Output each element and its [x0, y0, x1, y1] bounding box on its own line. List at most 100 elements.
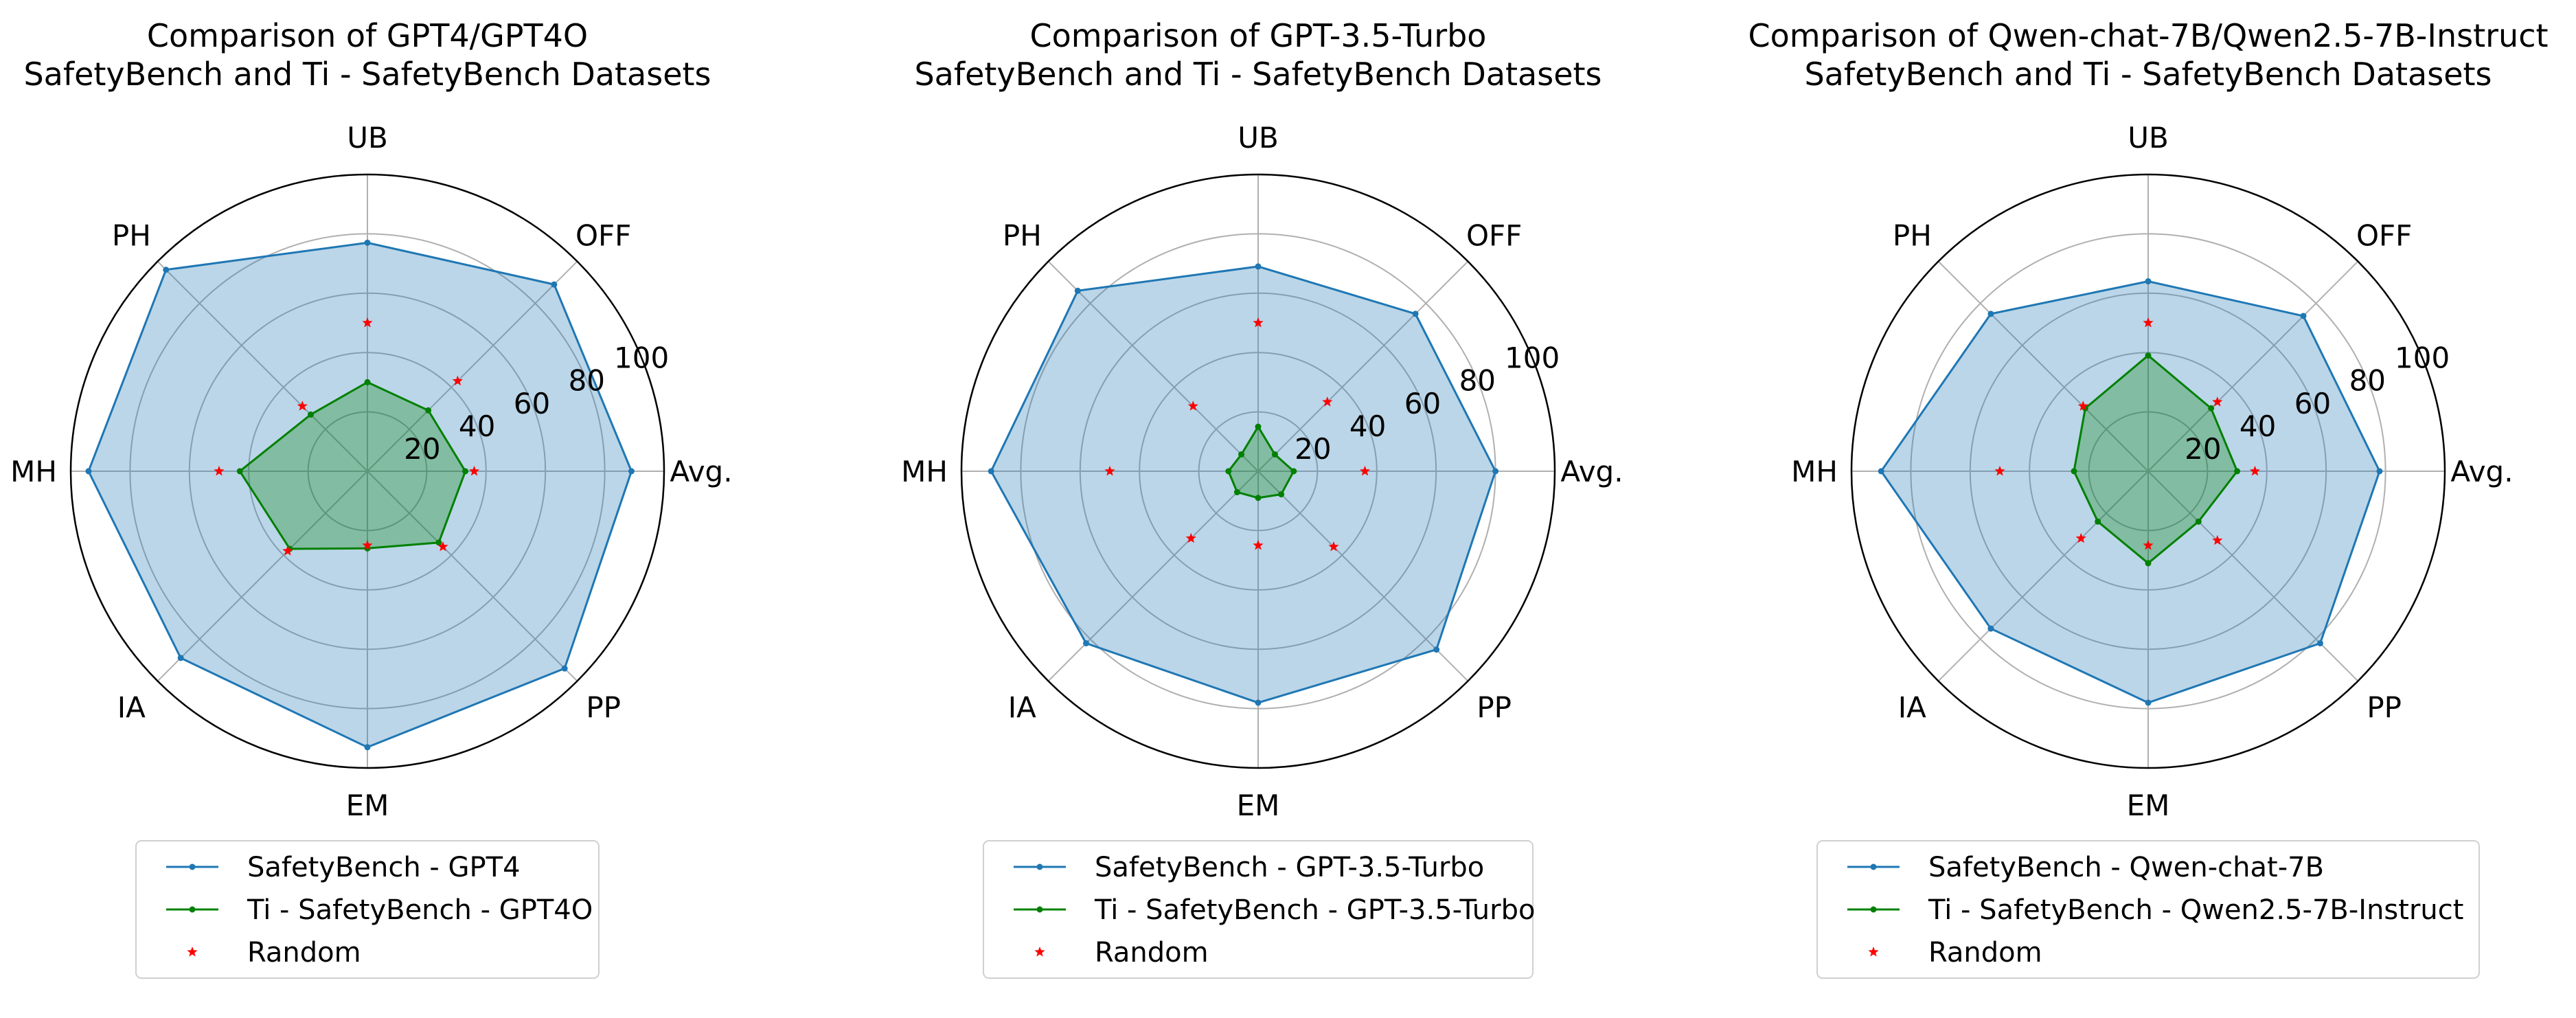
random-star-marker [282, 545, 293, 556]
random-star-marker [1104, 466, 1115, 476]
series-point [2145, 699, 2152, 706]
polar-frame [960, 173, 1556, 769]
legend-label: Random [247, 937, 361, 969]
random-star-marker [297, 400, 308, 411]
radial-tick-label: 80 [1459, 364, 1496, 398]
legend-label: Ti - SafetyBench - GPT4O [247, 894, 593, 926]
series-point [1278, 491, 1285, 498]
axis-spoke [367, 471, 578, 682]
axis-label: IA [1898, 691, 1926, 725]
series-point [364, 744, 371, 751]
chart-title: Comparison of GPT-3.5-Turbo [1030, 17, 1487, 54]
legend-point [1036, 906, 1043, 913]
polar-frame [69, 173, 665, 769]
series-point [2376, 468, 2383, 475]
random-star-marker [1328, 541, 1339, 552]
series-point [2234, 468, 2241, 475]
radial-tick-label: 80 [569, 364, 605, 398]
series-fill [88, 242, 632, 747]
series-point [435, 539, 442, 546]
radial-tick-label: 60 [514, 387, 550, 420]
legend-point [1036, 863, 1043, 870]
random-star-marker [1187, 400, 1198, 411]
chart-title: SafetyBench and Ti - SafetyBench Dataset… [914, 56, 1602, 93]
series-point [2095, 518, 2101, 525]
series-point [1878, 468, 1884, 475]
series-point [2300, 313, 2307, 319]
series-point [1433, 646, 1440, 653]
series-point [551, 281, 558, 288]
series-point [1987, 310, 1994, 317]
chart-title: Comparison of GPT4/GPT4O [147, 17, 588, 54]
series-point [1233, 489, 1240, 496]
axis-spoke [1937, 471, 2149, 682]
axis-label: MH [1791, 455, 1838, 488]
random-star-marker [1253, 317, 1264, 328]
axis-spoke [157, 260, 368, 472]
random-star-marker [1322, 396, 1333, 407]
radar-chart-3: Comparison of Qwen-chat-7B/Qwen2.5-7B-In… [1748, 17, 2549, 979]
series-point [2145, 352, 2152, 359]
legend-box [1816, 840, 2480, 979]
legend-label: SafetyBench - GPT-3.5-Turbo [1095, 852, 1484, 883]
series-point [2316, 640, 2323, 646]
series-point [988, 468, 994, 475]
legend-label: SafetyBench - Qwen-chat-7B [1928, 852, 2324, 883]
series-point [236, 468, 243, 475]
axis-label: EM [2127, 789, 2170, 822]
series-fill [1881, 281, 2380, 703]
chart-title: SafetyBench and Ti - SafetyBench Dataset… [1804, 56, 2492, 93]
radial-tick-label: 40 [2239, 409, 2276, 443]
random-star-marker [437, 541, 448, 552]
axis-label: UB [1238, 121, 1279, 155]
axis-spoke [2147, 471, 2359, 682]
series-point [177, 655, 184, 661]
axis-label: PP [2367, 691, 2402, 725]
random-star-marker [2212, 396, 2223, 407]
legend-label: Ti - SafetyBench - GPT-3.5-Turbo [1094, 894, 1535, 926]
random-star-marker [1185, 532, 1196, 543]
legend-star-marker [1034, 947, 1045, 957]
radial-tick-label: 100 [614, 341, 669, 375]
axis-label: PP [586, 691, 621, 725]
axis-spoke [1257, 260, 1469, 472]
polar-frame [1850, 173, 2446, 769]
legend-star-marker [187, 947, 198, 957]
series-point [628, 468, 635, 475]
legend-point [1870, 863, 1877, 870]
radial-tick-label: 60 [1404, 387, 1441, 420]
axis-label: OFF [575, 218, 631, 252]
radial-tick-label: 20 [2185, 432, 2221, 466]
radial-tick-label: 60 [2294, 387, 2331, 420]
series-point [2208, 405, 2215, 411]
axis-label: Avg. [1560, 455, 1623, 488]
legend-label: Ti - SafetyBench - Qwen2.5-7B-Instruct [1928, 894, 2463, 926]
radial-tick-label: 40 [459, 409, 495, 443]
series-point [2071, 468, 2077, 475]
axis-spoke [1047, 260, 1259, 472]
series-point [1492, 468, 1499, 475]
random-star-marker [452, 375, 463, 386]
radial-tick-label: 100 [1505, 341, 1560, 375]
radial-tick-label: 20 [1295, 432, 1331, 466]
axis-label: Avg. [670, 455, 732, 488]
series-point [1255, 495, 1262, 501]
series-point [1290, 468, 1297, 475]
series-point [1238, 451, 1245, 458]
chart-title: SafetyBench and Ti - SafetyBench Dataset… [23, 56, 711, 93]
axis-label: OFF [2356, 218, 2412, 252]
series-point [1987, 625, 1994, 632]
legend-label: SafetyBench - GPT4 [247, 852, 521, 883]
random-star-marker [1359, 466, 1371, 476]
legend-point [189, 863, 196, 870]
series-point [2195, 518, 2202, 525]
axis-label: MH [901, 455, 948, 488]
random-star-marker [362, 317, 373, 328]
axis-label: MH [10, 455, 57, 488]
axis-label: PH [1893, 218, 1932, 252]
random-star-marker [2249, 466, 2261, 476]
